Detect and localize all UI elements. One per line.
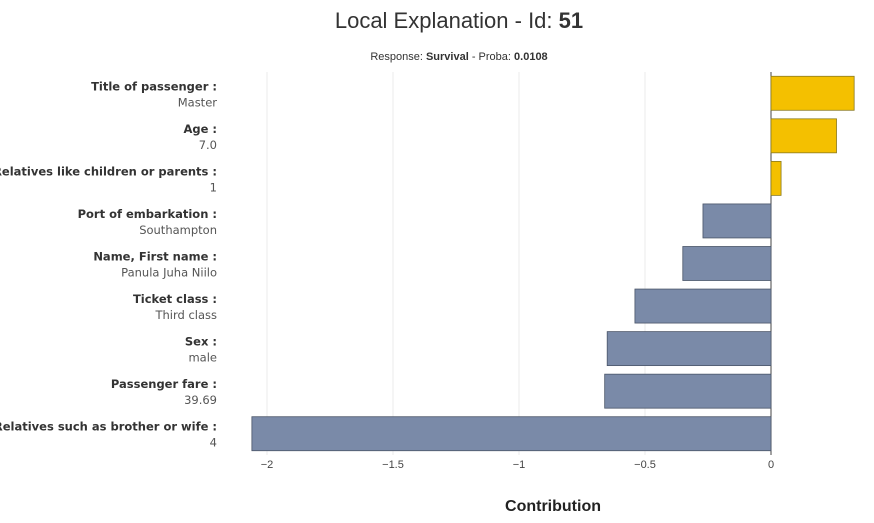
x-tick-label: −1.5 bbox=[382, 459, 404, 471]
x-tick-label: −0.5 bbox=[634, 459, 656, 471]
proba-value: 0.0108 bbox=[514, 51, 548, 63]
contribution-bar bbox=[702, 203, 772, 239]
feature-value-label: 4 bbox=[210, 436, 217, 450]
x-axis-ticks: −2 −1.5 −1 −0.5 0 bbox=[261, 459, 774, 471]
x-tick-label: −2 bbox=[261, 459, 274, 471]
feature-name-label: Ticket class : bbox=[133, 292, 217, 306]
contribution-bar bbox=[770, 118, 837, 154]
subtitle-prefix: Response: bbox=[370, 51, 426, 63]
feature-name-label: Relatives such as brother or wife : bbox=[0, 420, 217, 434]
contribution-bar bbox=[604, 373, 772, 409]
feature-name-label: Port of embarkation : bbox=[78, 207, 217, 221]
contribution-bar bbox=[770, 160, 782, 196]
contribution-bar bbox=[634, 288, 772, 324]
contribution-bar bbox=[770, 75, 855, 111]
contribution-bar bbox=[606, 331, 772, 367]
feature-name-label: Title of passenger : bbox=[91, 79, 217, 93]
subtitle-mid: - Proba: bbox=[468, 51, 515, 63]
response-value: Survival bbox=[425, 51, 469, 63]
feature-name-label: Sex : bbox=[185, 335, 217, 349]
chart-title: Local Explanation - Id: 51 bbox=[0, 8, 874, 34]
feature-name-label: Relatives like children or parents : bbox=[0, 164, 217, 178]
feature-name-label: Passenger fare : bbox=[111, 377, 217, 391]
chart-subtitle: Response: Survival - Proba: 0.0108 bbox=[0, 51, 874, 63]
x-axis-label: Contribution bbox=[505, 498, 601, 515]
feature-labels: Title of passenger : Master Age : 7.0 Relati… bbox=[0, 79, 217, 449]
feature-name-label: Name, First name : bbox=[93, 250, 217, 264]
bars-group bbox=[251, 75, 855, 452]
feature-value-label: 1 bbox=[210, 180, 217, 194]
feature-value-label: 39.69 bbox=[184, 393, 217, 407]
feature-value-label: 7.0 bbox=[199, 138, 217, 152]
feature-value-label: Panula Juha Niilo bbox=[121, 266, 217, 280]
title-prefix: Local Explanation - Id: bbox=[334, 8, 559, 33]
feature-name-label: Age : bbox=[183, 122, 217, 136]
contribution-bar bbox=[682, 246, 772, 281]
feature-value-label: male bbox=[188, 351, 217, 365]
x-tick-label: 0 bbox=[768, 459, 774, 471]
title-id: 51 bbox=[558, 8, 584, 33]
feature-value-label: Third class bbox=[154, 308, 217, 322]
feature-value-label: Southampton bbox=[139, 223, 217, 237]
contribution-bar bbox=[251, 416, 772, 452]
feature-value-label: Master bbox=[178, 95, 218, 109]
x-tick-label: −1 bbox=[513, 459, 526, 471]
